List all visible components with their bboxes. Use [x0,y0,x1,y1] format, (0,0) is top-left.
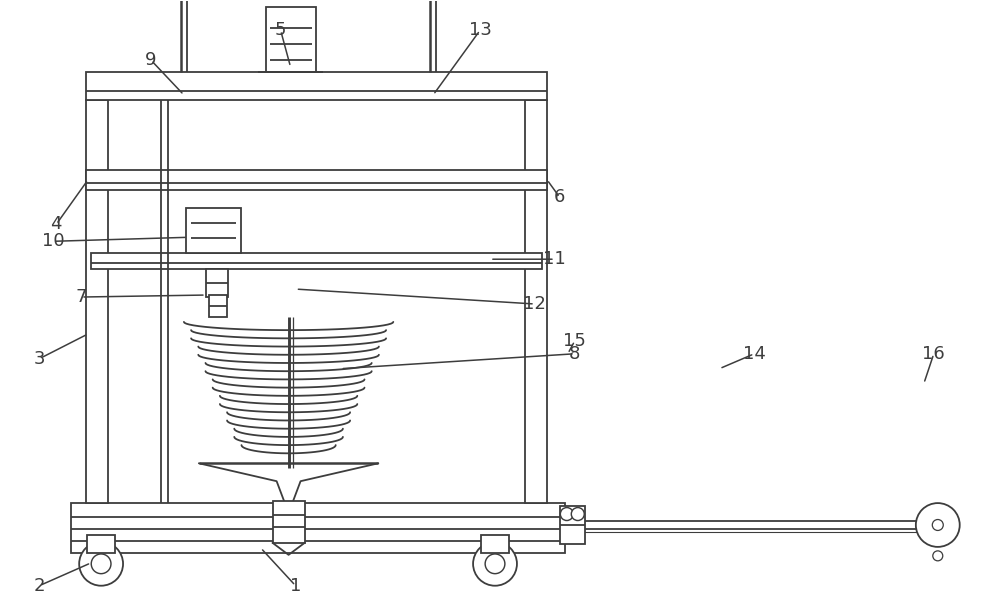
Bar [273,501,305,543]
Text: 8: 8 [569,345,580,363]
Bar [91,253,542,269]
Text: 10: 10 [42,232,65,250]
Bar [565,521,934,529]
Text: 15: 15 [563,332,586,350]
Text: 12: 12 [523,295,546,313]
Bar [206,269,228,297]
Bar [560,506,585,544]
Bar [266,7,316,72]
Text: 9: 9 [145,51,157,69]
Text: 7: 7 [75,288,87,306]
Bar [71,503,565,553]
Circle shape [91,554,111,574]
Text: 3: 3 [34,350,45,368]
Text: 6: 6 [554,189,566,206]
Text: 14: 14 [743,345,766,363]
Text: 11: 11 [543,250,566,268]
Bar [481,535,509,553]
Bar [87,535,115,553]
Text: 2: 2 [34,577,45,595]
Text: 16: 16 [922,345,945,363]
Circle shape [485,554,505,574]
Bar [86,72,547,100]
Bar [186,208,241,253]
Text: 5: 5 [275,21,286,39]
Circle shape [571,507,584,521]
Circle shape [933,551,943,561]
Circle shape [79,542,123,586]
Bar [209,295,227,317]
Circle shape [473,542,517,586]
Text: 1: 1 [290,577,301,595]
Bar [86,170,547,189]
Circle shape [560,507,573,521]
Bar [86,100,108,503]
Circle shape [916,503,960,547]
Text: 13: 13 [469,21,491,39]
Circle shape [932,519,943,530]
Text: 4: 4 [50,216,62,233]
Bar [525,100,547,503]
